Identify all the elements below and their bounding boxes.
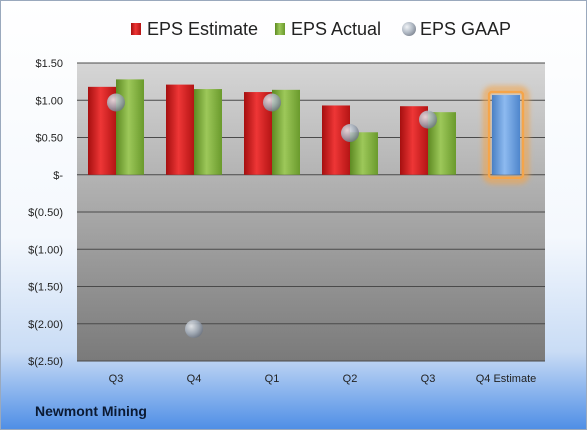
y-tick-label: $1.50 — [35, 58, 63, 70]
y-tick-label: $(1.00) — [28, 244, 63, 256]
gaap-points — [107, 93, 437, 338]
x-tick-label: Q1 — [265, 373, 280, 385]
eps-gaap-point — [341, 124, 359, 143]
x-tick-label: Q4 — [187, 373, 202, 385]
eps-gaap-point — [107, 93, 125, 112]
y-tick-label: $(2.00) — [28, 319, 63, 331]
x-tick-label: Q3 — [421, 373, 436, 385]
eps-estimate-bar — [166, 84, 194, 175]
eps-gaap-point — [263, 93, 281, 112]
eps-gaap-point — [419, 110, 437, 129]
y-axis-ticks: $1.50 $1.00 $0.50 $- $(0.50) $(1.00) $(1.50) $(… — [28, 58, 63, 368]
legend-marker — [402, 22, 416, 36]
x-tick-label: Q2 — [343, 373, 358, 385]
legend-label: EPS GAAP — [420, 19, 511, 39]
eps-actual-bar — [194, 89, 222, 175]
y-tick-label: $0.50 — [35, 133, 63, 145]
estimate-highlight-border — [487, 90, 525, 179]
y-tick-label: $(1.50) — [28, 282, 63, 294]
estimate-highlight — [483, 86, 529, 184]
q4-estimate-bar — [492, 95, 520, 175]
y-tick-label: $- — [53, 170, 63, 182]
legend-label: EPS Estimate — [147, 19, 258, 39]
legend: EPS Estimate EPS Actual EPS GAAP — [131, 19, 511, 39]
bars — [88, 79, 529, 184]
y-tick-label: $(2.50) — [28, 356, 63, 368]
eps-actual-bar — [116, 79, 144, 175]
legend-label: EPS Actual — [291, 19, 381, 39]
x-tick-label: Q3 — [109, 373, 124, 385]
x-tick-label: Q4 Estimate — [476, 373, 537, 385]
gridlines — [77, 62, 545, 362]
x-axis-ticks: Q3 Q4 Q1 Q2 Q3 Q4 Estimate — [109, 373, 537, 385]
eps-gaap-point — [185, 319, 203, 338]
y-tick-label: $1.00 — [35, 95, 63, 107]
legend-marker — [275, 23, 285, 35]
legend-marker — [131, 23, 141, 35]
company-name: Newmont Mining — [35, 403, 147, 419]
y-tick-label: $(0.50) — [28, 207, 63, 219]
